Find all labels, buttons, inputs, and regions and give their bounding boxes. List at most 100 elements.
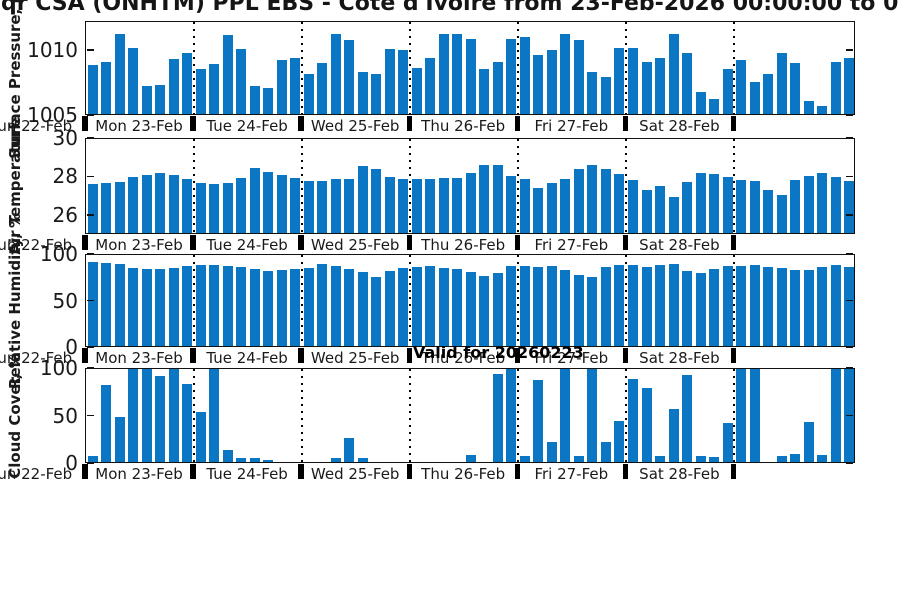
bar (695, 173, 706, 233)
x-tick-label: Fri 27-Feb (534, 465, 609, 483)
bar (628, 180, 638, 233)
bar (182, 384, 193, 462)
day-boundary-tick-mark (730, 464, 737, 479)
bar (587, 369, 598, 462)
bar (682, 53, 692, 114)
bar (114, 182, 125, 233)
bar (182, 266, 193, 346)
bar (465, 272, 476, 346)
bar (506, 39, 517, 114)
bar (668, 197, 679, 233)
y-tick-mark (846, 214, 853, 216)
bar (560, 270, 571, 346)
day-boundary-dotted-line (733, 22, 736, 114)
bar (344, 179, 355, 233)
bar (465, 455, 476, 462)
bar (830, 62, 841, 114)
day-boundary-tick-mark (622, 348, 629, 363)
x-tick-label: Mon 23-Feb (95, 117, 183, 135)
bar (655, 186, 665, 233)
x-tick-label: Sat 28-Feb (639, 349, 720, 367)
bar (303, 181, 314, 233)
bar (249, 168, 260, 233)
bar (249, 86, 260, 114)
bar (141, 269, 152, 346)
bar (155, 85, 166, 114)
y-tick-mark (87, 253, 94, 255)
day-boundary-tick-mark (190, 464, 196, 479)
y-tick-mark (87, 175, 94, 178)
y-tick-mark (846, 253, 853, 255)
bar (641, 62, 652, 114)
bar (776, 53, 787, 114)
bar (709, 457, 719, 462)
y-tick-label: 0 (65, 451, 78, 475)
bar (276, 270, 287, 346)
day-boundary-tick-mark (622, 235, 629, 250)
bar (438, 268, 449, 346)
y-tick-mark (87, 346, 94, 348)
y-tick-mark (846, 48, 853, 51)
bar (763, 267, 773, 346)
y-tick-label: 1010 (27, 37, 78, 62)
bar (790, 63, 801, 114)
x-tick-label: Sat 28-Feb (639, 465, 720, 483)
day-boundary-tick-mark (298, 348, 304, 363)
bar (290, 178, 301, 233)
bar (195, 265, 206, 346)
temperature-x-axis: Sun 22-Feb Mon 23-Feb Tue 24-Feb Wed 25-Feb… (0, 235, 900, 254)
bar (398, 268, 409, 346)
bar (533, 55, 544, 114)
bar (587, 72, 598, 114)
bar (398, 179, 409, 233)
bar (236, 267, 247, 346)
bar (101, 62, 112, 114)
day-boundary-dotted-line (301, 369, 304, 462)
x-tick-label-sun-22-feb: Sun 22-Feb (0, 349, 73, 367)
bar (641, 190, 652, 233)
valid-for-annotation: Valid for 20260223 (413, 343, 584, 362)
day-boundary-tick-mark (730, 116, 737, 131)
bar (492, 374, 503, 462)
bar (479, 69, 490, 114)
bar (425, 266, 436, 346)
bar (776, 456, 787, 462)
y-tick-mark (846, 137, 853, 139)
day-boundary-tick-mark (730, 348, 737, 363)
bar (682, 271, 692, 346)
bar (87, 262, 98, 346)
day-boundary-tick-mark (730, 235, 737, 250)
bar (114, 264, 125, 346)
bar (695, 273, 706, 346)
bar (303, 74, 314, 114)
bar (844, 181, 854, 233)
y-tick-mark (846, 299, 853, 302)
bar (438, 34, 449, 114)
bar (87, 456, 98, 462)
bar (546, 442, 557, 462)
bar (803, 422, 814, 462)
bar (155, 269, 166, 346)
bar (817, 267, 828, 346)
day-boundary-tick-mark (298, 235, 304, 250)
day-boundary-dotted-line (517, 369, 520, 462)
bar (236, 178, 247, 233)
x-tick-label: Fri 27-Feb (534, 236, 609, 254)
bar (749, 369, 760, 462)
bar (668, 409, 679, 462)
x-tick-label: Wed 25-Feb (310, 117, 400, 135)
x-tick-label: Sat 28-Feb (639, 117, 720, 135)
temperature-plot-area (85, 138, 855, 234)
bar (182, 179, 193, 233)
bar (546, 266, 557, 346)
day-boundary-dotted-line (193, 255, 196, 346)
y-tick-label: 26 (52, 202, 78, 227)
day-boundary-tick-mark (406, 464, 412, 479)
bar (249, 269, 260, 346)
y-tick-mark (87, 137, 94, 139)
bar (452, 269, 463, 346)
bar (506, 369, 517, 462)
bar (641, 388, 652, 462)
bar (155, 376, 166, 462)
bar (614, 421, 625, 462)
